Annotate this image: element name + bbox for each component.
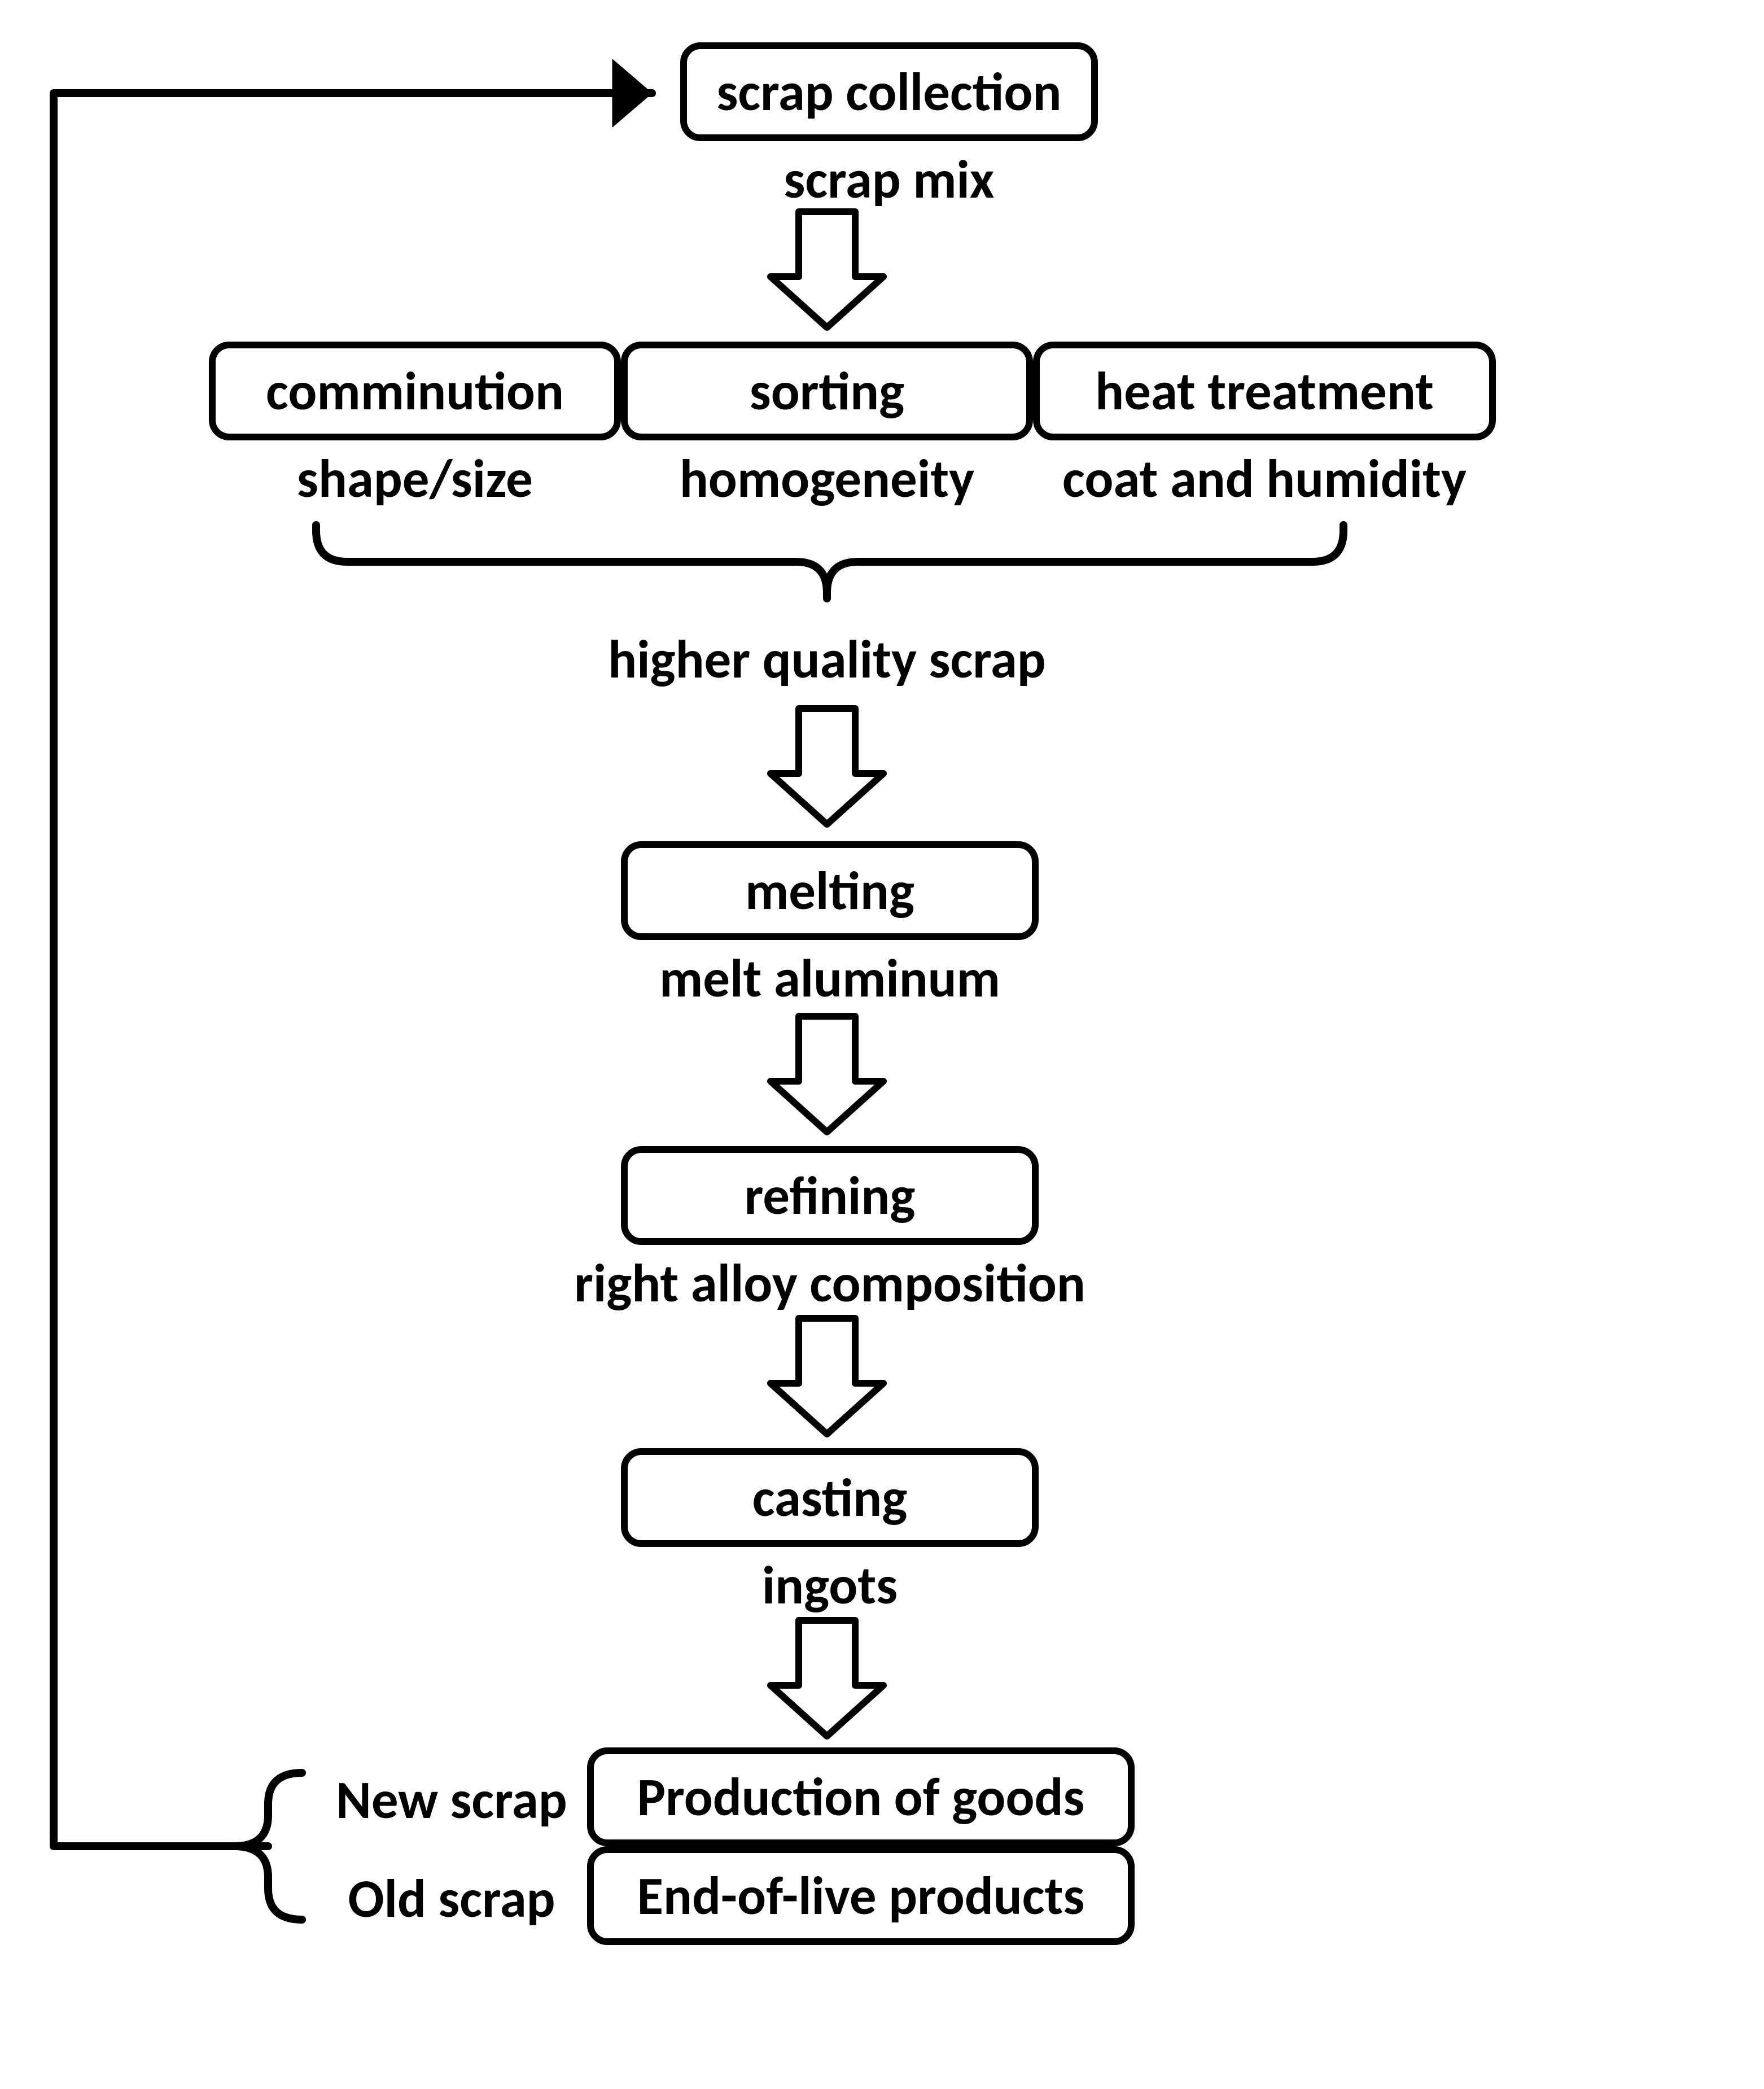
flowchart-canvas: scrap collectionscrap mix comminutionshap… <box>0 0 1764 2089</box>
node-comminution: comminution <box>209 342 621 440</box>
label-old_scrap: Old scrap <box>316 1866 587 1931</box>
block-arrow <box>771 212 883 327</box>
node-melting: melting <box>621 841 1039 940</box>
block-arrow <box>771 1620 883 1736</box>
label-casting: ingots <box>621 1553 1039 1618</box>
label-heat_treatment: coat and humidity <box>1033 446 1496 512</box>
label-new_scrap: New scrap <box>316 1767 587 1833</box>
block-arrow <box>771 1318 883 1434</box>
merge-brace <box>316 525 1343 598</box>
node-casting: casting <box>621 1448 1039 1547</box>
label-higher_quality: higher quality scrap <box>559 627 1095 692</box>
node-sorting: sorting <box>621 342 1033 440</box>
label-sorting: homogeneity <box>621 446 1033 512</box>
label-refining: right alloy composition <box>531 1251 1129 1316</box>
label-melting: melt aluminum <box>621 946 1039 1011</box>
feedback-arrow-head <box>612 59 652 127</box>
node-scrap_collection: scrap collection <box>680 42 1098 141</box>
block-arrow <box>771 709 883 824</box>
node-eol: End-of-live products <box>587 1846 1135 1945</box>
label-scrap_collection: scrap mix <box>680 147 1098 212</box>
node-refining: refining <box>621 1146 1039 1245</box>
node-production: Production of goods <box>587 1747 1135 1846</box>
label-comminution: shape/size <box>209 446 621 512</box>
node-heat_treatment: heat treatment <box>1033 342 1496 440</box>
block-arrow <box>771 1016 883 1132</box>
